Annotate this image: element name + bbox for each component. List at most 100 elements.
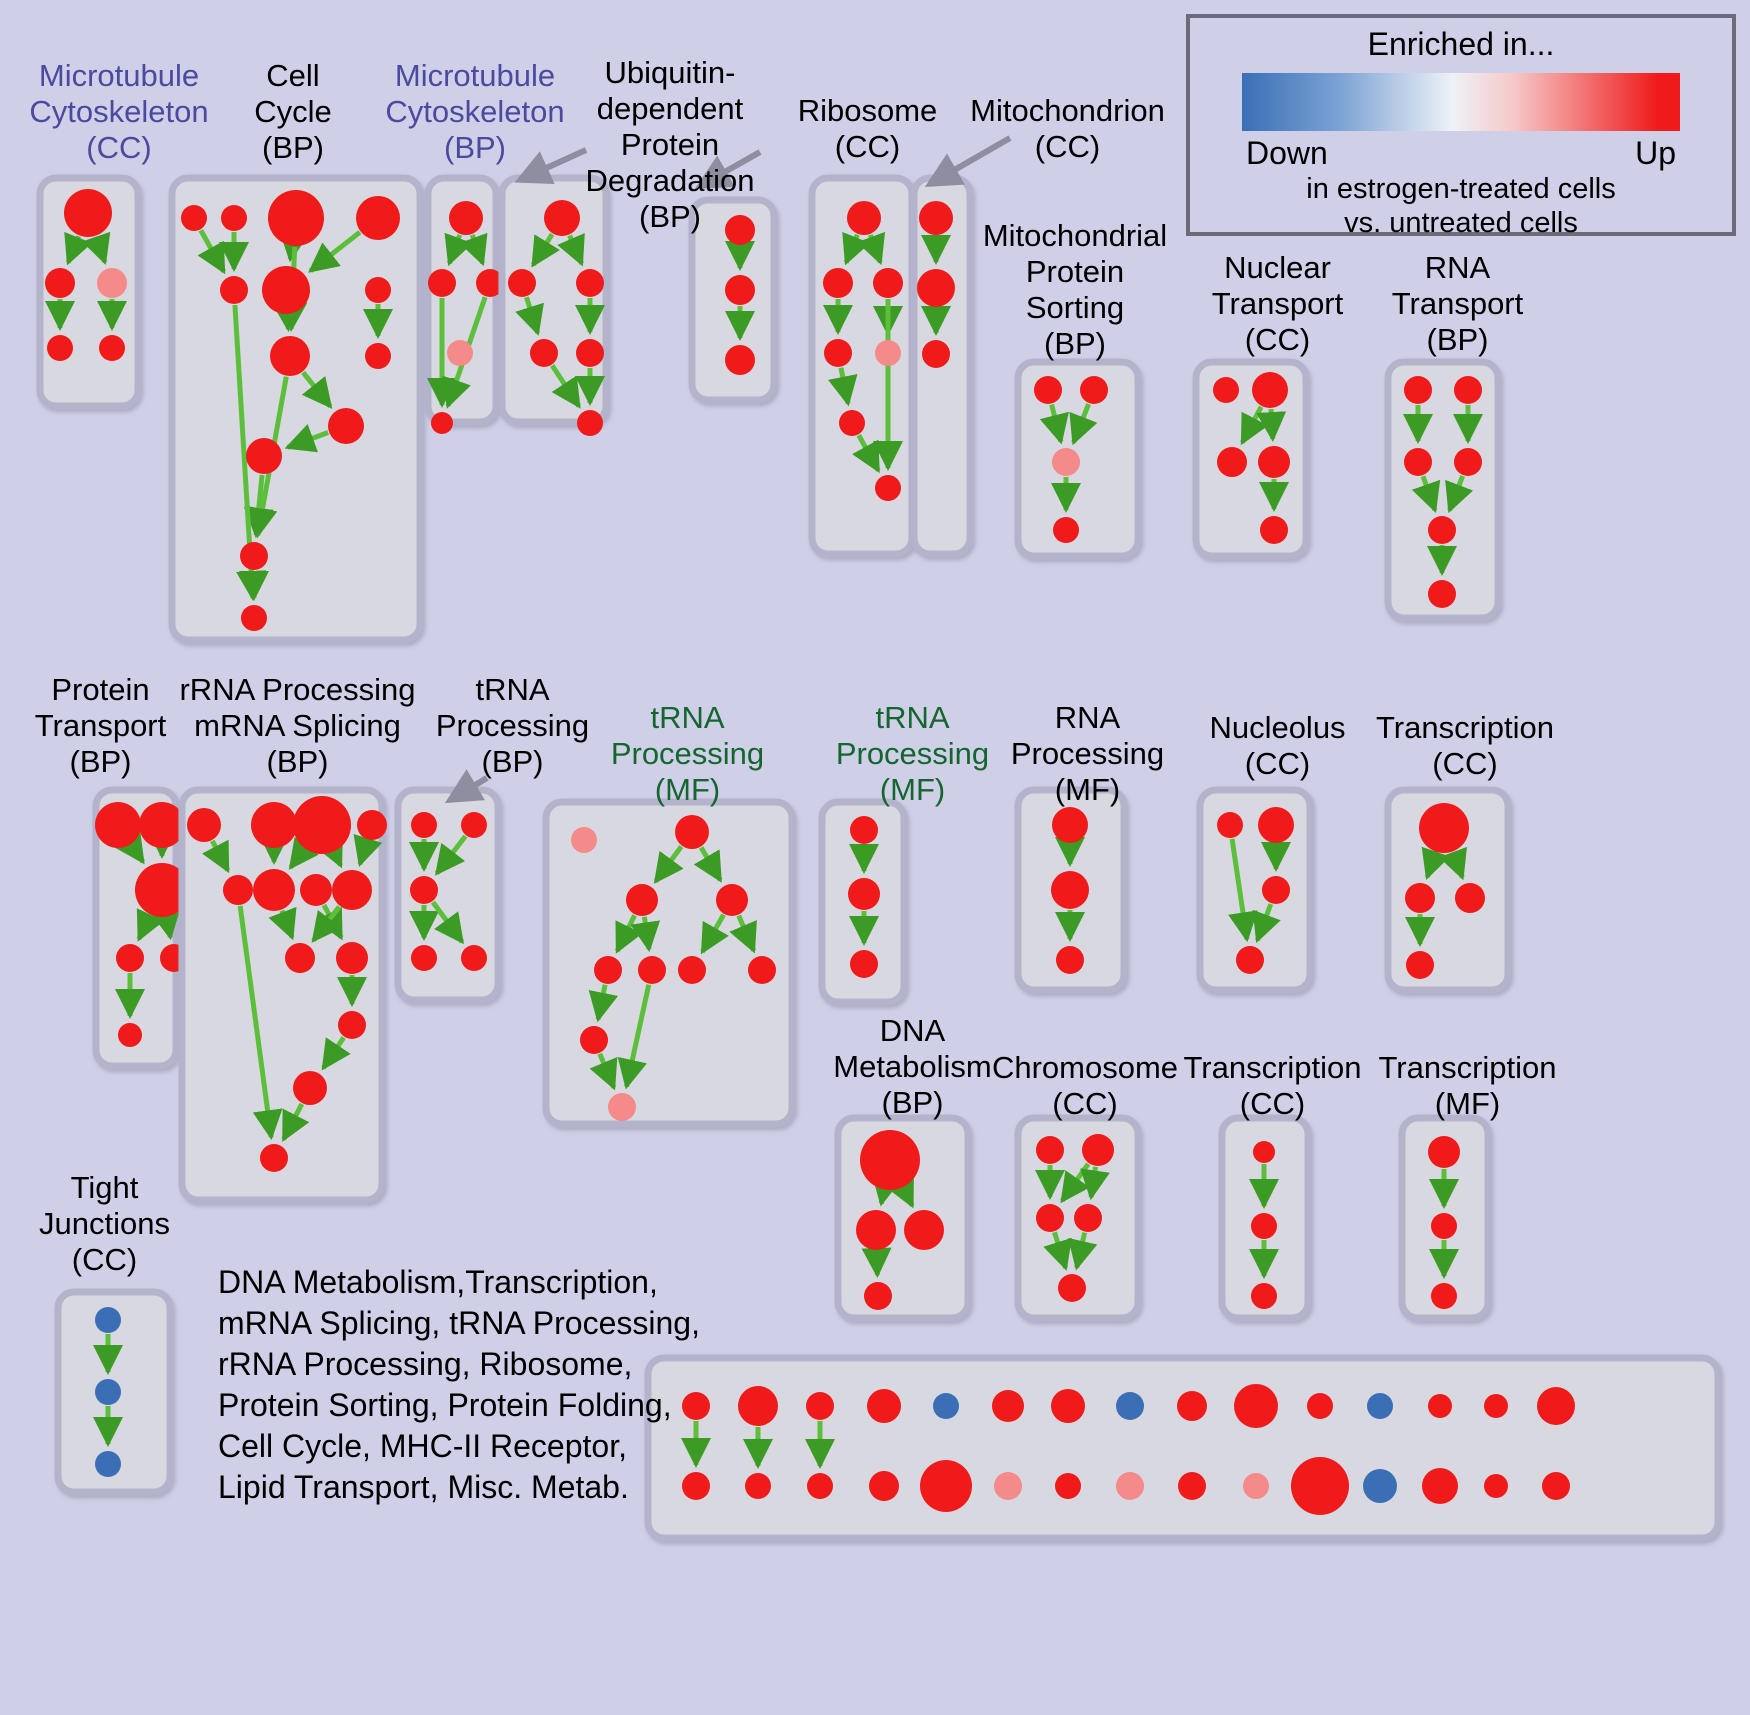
graph-node[interactable]	[240, 542, 268, 570]
graph-node[interactable]	[544, 200, 580, 236]
graph-node[interactable]	[1405, 883, 1435, 913]
graph-node[interactable]	[508, 269, 536, 297]
graph-node[interactable]	[904, 1210, 944, 1250]
graph-node[interactable]	[45, 268, 75, 298]
graph-node[interactable]	[919, 201, 953, 235]
graph-node[interactable]	[867, 1389, 901, 1423]
graph-node[interactable]	[1234, 1384, 1278, 1428]
graph-node[interactable]	[411, 945, 437, 971]
graph-node[interactable]	[1404, 376, 1432, 404]
graph-node[interactable]	[135, 863, 189, 917]
graph-node[interactable]	[1428, 580, 1456, 608]
graph-node[interactable]	[1236, 946, 1264, 974]
graph-node[interactable]	[675, 815, 709, 849]
graph-node[interactable]	[824, 339, 852, 367]
graph-node[interactable]	[1251, 1213, 1277, 1239]
graph-node[interactable]	[1428, 1394, 1452, 1418]
graph-node[interactable]	[1455, 883, 1485, 913]
graph-node[interactable]	[461, 945, 487, 971]
graph-node[interactable]	[608, 1093, 636, 1121]
graph-node[interactable]	[1116, 1472, 1144, 1500]
graph-node[interactable]	[260, 1144, 288, 1172]
graph-node[interactable]	[1178, 1472, 1206, 1500]
graph-node[interactable]	[251, 802, 297, 848]
graph-node[interactable]	[1542, 1472, 1570, 1500]
graph-node[interactable]	[1363, 1469, 1397, 1503]
graph-node[interactable]	[431, 412, 453, 434]
graph-node[interactable]	[1537, 1387, 1575, 1425]
graph-node[interactable]	[461, 812, 487, 838]
graph-node[interactable]	[95, 802, 141, 848]
graph-node[interactable]	[332, 870, 372, 910]
graph-node[interactable]	[992, 1390, 1024, 1422]
graph-node[interactable]	[1051, 871, 1089, 909]
graph-node[interactable]	[246, 438, 282, 474]
graph-node[interactable]	[187, 808, 221, 842]
graph-node[interactable]	[300, 874, 332, 906]
graph-node[interactable]	[920, 1460, 972, 1512]
graph-node[interactable]	[848, 878, 880, 910]
graph-node[interactable]	[1406, 951, 1434, 979]
graph-node[interactable]	[1307, 1393, 1333, 1419]
graph-node[interactable]	[864, 1282, 892, 1310]
graph-node[interactable]	[725, 275, 755, 305]
graph-node[interactable]	[253, 869, 295, 911]
graph-node[interactable]	[823, 268, 853, 298]
graph-node[interactable]	[1036, 1204, 1064, 1232]
graph-node[interactable]	[1431, 1283, 1457, 1309]
graph-node[interactable]	[850, 816, 878, 844]
graph-node[interactable]	[356, 196, 400, 240]
graph-node[interactable]	[748, 956, 776, 984]
graph-node[interactable]	[268, 190, 324, 246]
graph-node[interactable]	[410, 876, 438, 904]
graph-node[interactable]	[807, 1473, 833, 1499]
graph-node[interactable]	[223, 875, 253, 905]
graph-node[interactable]	[576, 269, 604, 297]
graph-node[interactable]	[1484, 1474, 1508, 1498]
graph-node[interactable]	[1052, 448, 1080, 476]
graph-node[interactable]	[1056, 946, 1084, 974]
graph-node[interactable]	[1262, 876, 1290, 904]
graph-node[interactable]	[428, 269, 456, 297]
graph-node[interactable]	[850, 950, 878, 978]
graph-node[interactable]	[270, 336, 310, 376]
cluster-box[interactable]	[644, 1354, 1722, 1542]
graph-node[interactable]	[1428, 516, 1456, 544]
graph-node[interactable]	[1074, 1204, 1102, 1232]
graph-node[interactable]	[917, 269, 955, 307]
graph-node[interactable]	[725, 215, 755, 245]
graph-node[interactable]	[860, 1130, 920, 1190]
graph-node[interactable]	[873, 268, 903, 298]
graph-node[interactable]	[1484, 1394, 1508, 1418]
graph-node[interactable]	[1080, 376, 1108, 404]
graph-node[interactable]	[856, 1210, 896, 1250]
graph-node[interactable]	[1253, 1141, 1275, 1163]
graph-node[interactable]	[678, 956, 706, 984]
graph-node[interactable]	[47, 335, 73, 361]
graph-node[interactable]	[1291, 1457, 1349, 1515]
graph-node[interactable]	[1258, 446, 1290, 478]
graph-node[interactable]	[1051, 1389, 1085, 1423]
graph-node[interactable]	[1243, 1473, 1269, 1499]
graph-node[interactable]	[1052, 807, 1088, 843]
graph-node[interactable]	[626, 884, 658, 916]
graph-node[interactable]	[745, 1473, 771, 1499]
graph-node[interactable]	[97, 268, 127, 298]
graph-node[interactable]	[293, 1071, 327, 1105]
graph-node[interactable]	[1422, 1468, 1458, 1504]
graph-node[interactable]	[116, 944, 144, 972]
graph-node[interactable]	[869, 1471, 899, 1501]
graph-node[interactable]	[682, 1392, 710, 1420]
graph-node[interactable]	[285, 943, 315, 973]
graph-node[interactable]	[95, 1379, 121, 1405]
graph-node[interactable]	[1036, 1136, 1064, 1164]
graph-node[interactable]	[725, 345, 755, 375]
graph-node[interactable]	[241, 605, 267, 631]
graph-node[interactable]	[1053, 517, 1079, 543]
graph-node[interactable]	[1217, 812, 1243, 838]
graph-node[interactable]	[411, 812, 437, 838]
graph-node[interactable]	[806, 1392, 834, 1420]
graph-node[interactable]	[994, 1472, 1022, 1500]
graph-node[interactable]	[922, 340, 950, 368]
graph-node[interactable]	[638, 956, 666, 984]
